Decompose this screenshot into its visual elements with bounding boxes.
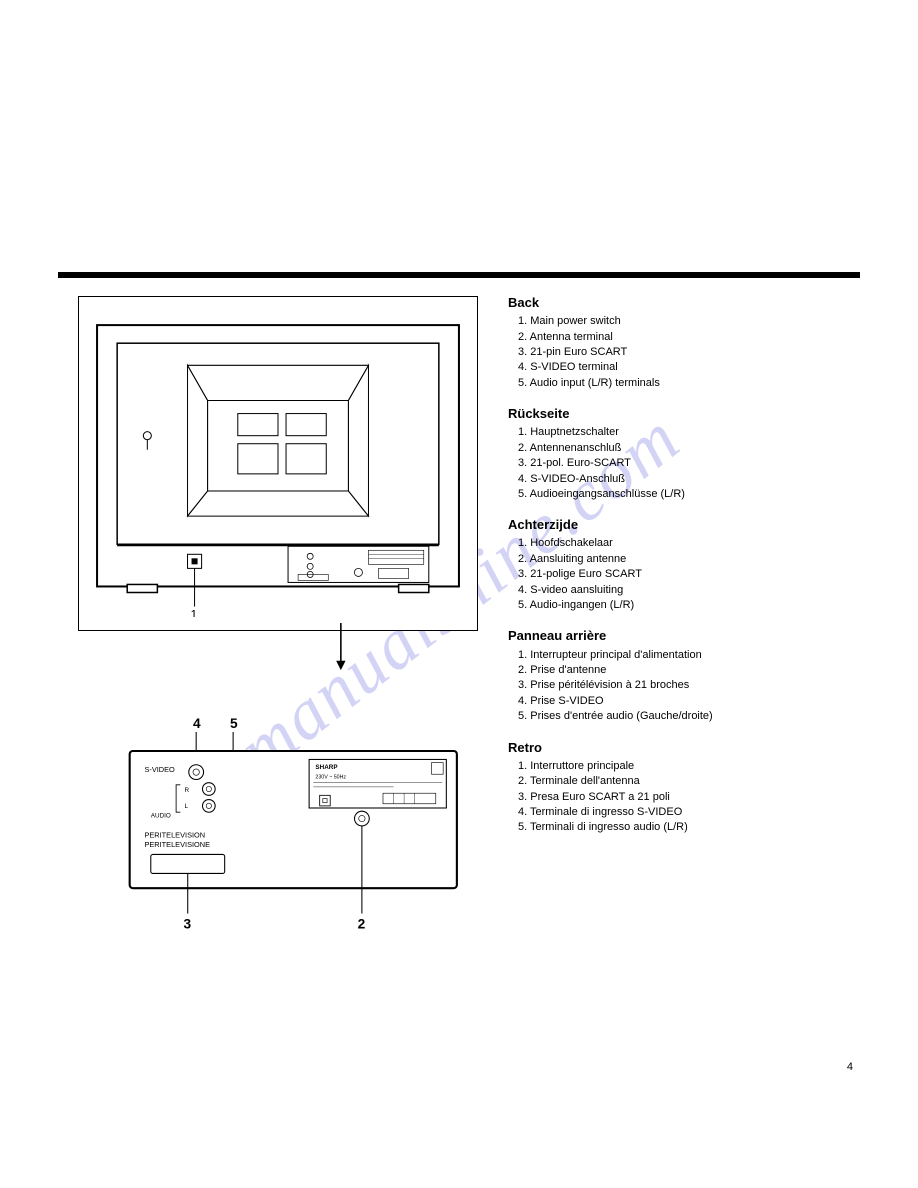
list-item: 2. Aansluiting antenne [518, 552, 858, 567]
section-panneau: Panneau arrière 1. Interrupteur principa… [508, 627, 858, 724]
list-item: 3. 21-pin Euro SCART [518, 345, 858, 360]
list-item: 5. Audio input (L/R) terminals [518, 376, 858, 391]
callout-2: 2 [358, 916, 366, 931]
list-item: 4. Terminale di ingresso S-VIDEO [518, 805, 858, 820]
list-item: 3. Prise péritélévision à 21 broches [518, 678, 858, 693]
section-ruckseite: Rückseite 1. Hauptnetzschalter 2. Antenn… [508, 405, 858, 502]
list-item: 2. Terminale dell'antenna [518, 774, 858, 789]
label-r: R [185, 787, 190, 794]
list-item: 2. Antennenanschluß [518, 441, 858, 456]
list-item: 4. S-VIDEO-Anschluß [518, 472, 858, 487]
header-rule [58, 272, 860, 278]
section-back: Back 1. Main power switch 2. Antenna ter… [508, 294, 858, 391]
label-svideo: S-VIDEO [144, 765, 175, 774]
label-l: L [185, 803, 189, 810]
list-item: 4. S-VIDEO terminal [518, 360, 858, 375]
page-number: 4 [847, 1061, 853, 1073]
list-item: 3. Presa Euro SCART a 21 poli [518, 790, 858, 805]
list-item: 4. Prise S-VIDEO [518, 694, 858, 709]
label-audio: AUDIO [151, 812, 171, 819]
list-item: 1. Interrupteur principal d'alimentation [518, 648, 858, 663]
list-item: 3. 21-pol. Euro-SCART [518, 456, 858, 471]
arrow-connector [78, 623, 478, 678]
tv-back-svg: 1 [87, 305, 469, 617]
list-item: 5. Audioeingangsanschlüsse (L/R) [518, 487, 858, 502]
callout-3: 3 [184, 916, 192, 931]
label-peri-1: PERITELEVISION [144, 830, 205, 839]
section-list: 1. Hoofdschakelaar 2. Aansluiting antenn… [508, 536, 858, 613]
list-item: 2. Antenna terminal [518, 330, 858, 345]
list-item: 5. Terminali di ingresso audio (L/R) [518, 820, 858, 835]
section-list: 1. Interruttore principale 2. Terminale … [508, 759, 858, 836]
section-title: Retro [508, 739, 858, 757]
section-title: Rückseite [508, 405, 858, 423]
callout-5: 5 [230, 715, 238, 730]
detail-svg: 4 5 S-VIDEO R L [98, 713, 478, 935]
list-item: 3. 21-polige Euro SCART [518, 567, 858, 582]
diagram-column: 1 4 5 S-VIDEO [78, 290, 478, 939]
section-achterzijde: Achterzijde 1. Hoofdschakelaar 2. Aanslu… [508, 516, 858, 613]
list-item: 1. Interruttore principale [518, 759, 858, 774]
list-item: 1. Main power switch [518, 314, 858, 329]
callout-1: 1 [191, 608, 198, 617]
text-column: Back 1. Main power switch 2. Antenna ter… [508, 290, 858, 939]
tv-back-diagram: 1 [78, 296, 478, 631]
list-item: 2. Prise d'antenne [518, 663, 858, 678]
detail-panel-diagram: 4 5 S-VIDEO R L [78, 713, 478, 940]
section-title: Back [508, 294, 858, 312]
label-peri-2: PERITELEVISIONE [144, 840, 210, 849]
label-brand: SHARP [315, 764, 337, 771]
page-content: 1 4 5 S-VIDEO [78, 290, 858, 939]
list-item: 1. Hauptnetzschalter [518, 425, 858, 440]
list-item: 5. Audio-ingangen (L/R) [518, 598, 858, 613]
list-item: 5. Prises d'entrée audio (Gauche/droite) [518, 709, 858, 724]
section-list: 1. Interrupteur principal d'alimentation… [508, 648, 858, 725]
list-item: 1. Hoofdschakelaar [518, 536, 858, 551]
section-title: Achterzijde [508, 516, 858, 534]
section-list: 1. Hauptnetzschalter 2. Antennenanschluß… [508, 425, 858, 502]
section-title: Panneau arrière [508, 627, 858, 645]
list-item: 4. S-video aansluiting [518, 583, 858, 598]
label-specs: 230V ~ 50Hz [315, 774, 346, 780]
callout-4: 4 [193, 715, 201, 730]
section-list: 1. Main power switch 2. Antenna terminal… [508, 314, 858, 391]
section-retro: Retro 1. Interruttore principale 2. Term… [508, 739, 858, 836]
